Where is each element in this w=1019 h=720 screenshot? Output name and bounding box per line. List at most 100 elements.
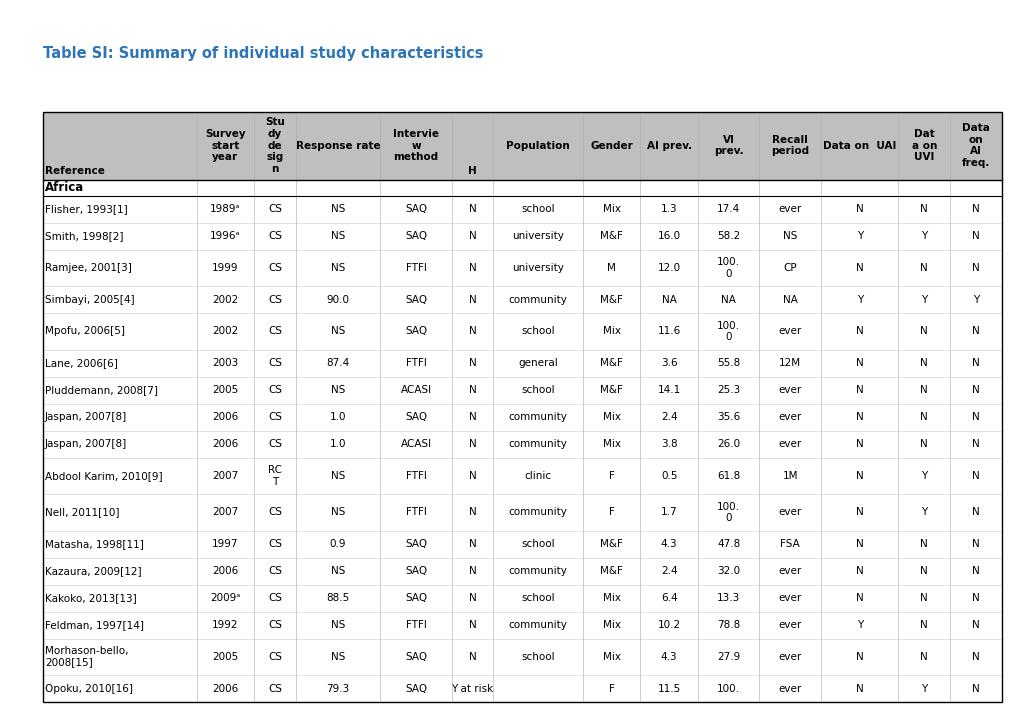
Text: 25.3: 25.3 (716, 385, 740, 395)
Text: school: school (521, 593, 554, 603)
Text: FTFI: FTFI (406, 358, 426, 368)
Bar (43, 675, 1001, 702)
Text: Population: Population (505, 140, 570, 150)
Text: ever: ever (777, 439, 801, 449)
Text: Opoku, 2010[16]: Opoku, 2010[16] (45, 683, 132, 693)
Text: 1992: 1992 (212, 620, 238, 630)
Text: ever: ever (777, 566, 801, 576)
Text: Y: Y (920, 231, 926, 241)
Text: N: N (919, 385, 927, 395)
Text: 100.
0: 100. 0 (716, 320, 740, 342)
Text: 2006: 2006 (212, 683, 238, 693)
Text: 2006: 2006 (212, 439, 238, 449)
Text: community: community (508, 566, 567, 576)
Text: Reference: Reference (45, 166, 105, 176)
Text: H: H (468, 166, 477, 176)
Text: N: N (971, 412, 978, 422)
Text: SAQ: SAQ (405, 326, 427, 336)
Text: ever: ever (777, 385, 801, 395)
Text: N: N (919, 204, 927, 215)
Text: Gender: Gender (590, 140, 633, 150)
Text: 11.6: 11.6 (657, 326, 680, 336)
Text: NS: NS (330, 385, 345, 395)
Text: Recall
period: Recall period (770, 135, 808, 156)
Bar (43, 313, 1001, 350)
Text: NA: NA (782, 294, 797, 305)
Text: 87.4: 87.4 (326, 358, 350, 368)
Text: Nell, 2011[10]: Nell, 2011[10] (45, 508, 119, 518)
Text: N: N (919, 358, 927, 368)
Text: CS: CS (268, 620, 282, 630)
Text: N: N (469, 593, 476, 603)
Text: community: community (508, 439, 567, 449)
Text: 58.2: 58.2 (716, 231, 740, 241)
Text: 1M: 1M (782, 471, 797, 481)
Text: Mix: Mix (602, 326, 620, 336)
Bar (43, 458, 1001, 494)
Text: Pluddemann, 2008[7]: Pluddemann, 2008[7] (45, 385, 158, 395)
Text: 3.8: 3.8 (660, 439, 677, 449)
Text: N: N (855, 385, 863, 395)
Text: ACASI: ACASI (400, 439, 431, 449)
Text: N: N (469, 652, 476, 662)
Text: Y at risk: Y at risk (451, 683, 493, 693)
Text: NS: NS (330, 471, 345, 481)
Text: 2003: 2003 (212, 358, 238, 368)
Text: Mix: Mix (602, 620, 620, 630)
Text: RC
T: RC T (268, 465, 282, 487)
Text: 27.9: 27.9 (716, 652, 740, 662)
Text: Abdool Karim, 2010[9]: Abdool Karim, 2010[9] (45, 471, 162, 481)
Text: Data on  UAI: Data on UAI (822, 140, 896, 150)
Bar (43, 350, 1001, 377)
Bar (43, 287, 1001, 313)
Text: N: N (469, 358, 476, 368)
Text: NS: NS (330, 566, 345, 576)
Text: N: N (971, 508, 978, 518)
Text: 78.8: 78.8 (716, 620, 740, 630)
Text: 12.0: 12.0 (657, 263, 680, 273)
Text: CS: CS (268, 593, 282, 603)
Text: N: N (469, 439, 476, 449)
Text: Intervie
w
method: Intervie w method (392, 129, 438, 162)
Bar (43, 557, 1001, 585)
Text: CP: CP (783, 263, 796, 273)
Text: N: N (855, 471, 863, 481)
Text: university: university (512, 231, 564, 241)
Text: N: N (855, 439, 863, 449)
Text: N: N (919, 593, 927, 603)
Text: Simbayi, 2005[4]: Simbayi, 2005[4] (45, 294, 135, 305)
Text: F: F (608, 471, 613, 481)
Text: N: N (971, 263, 978, 273)
Text: NS: NS (783, 231, 797, 241)
Text: N: N (469, 231, 476, 241)
Text: Mix: Mix (602, 439, 620, 449)
Text: 1.0: 1.0 (329, 439, 346, 449)
Text: 3.6: 3.6 (660, 358, 677, 368)
Text: 2007: 2007 (212, 508, 238, 518)
Text: NS: NS (330, 326, 345, 336)
Text: CS: CS (268, 439, 282, 449)
Text: SAQ: SAQ (405, 652, 427, 662)
Text: clinic: clinic (524, 471, 551, 481)
Text: university: university (512, 263, 564, 273)
Text: Table SI: Summary of individual study characteristics: Table SI: Summary of individual study ch… (43, 46, 483, 61)
Text: Mix: Mix (602, 412, 620, 422)
Text: Data
on
AI
freq.: Data on AI freq. (961, 123, 989, 168)
Text: 1.0: 1.0 (329, 412, 346, 422)
Text: ever: ever (777, 683, 801, 693)
Text: 61.8: 61.8 (716, 471, 740, 481)
Text: 2006: 2006 (212, 566, 238, 576)
Text: 0.5: 0.5 (660, 471, 677, 481)
Text: N: N (919, 263, 927, 273)
Text: M&F: M&F (599, 294, 623, 305)
Text: ACASI: ACASI (400, 385, 431, 395)
Text: NA: NA (720, 294, 736, 305)
Text: 88.5: 88.5 (326, 593, 350, 603)
Text: Dat
a on
UVI: Dat a on UVI (911, 129, 936, 162)
Text: school: school (521, 539, 554, 549)
Text: CS: CS (268, 412, 282, 422)
Text: 17.4: 17.4 (716, 204, 740, 215)
Text: Y: Y (972, 294, 978, 305)
Text: 0.9: 0.9 (329, 539, 346, 549)
Text: CS: CS (268, 294, 282, 305)
